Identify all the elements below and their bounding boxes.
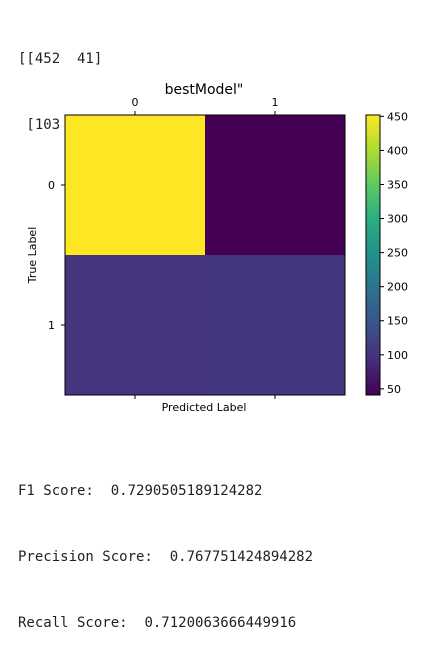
colorbar-tick-label: 450 [387, 110, 408, 123]
colorbar-tick-label: 50 [387, 383, 401, 396]
chart-title: bestModel" [165, 82, 244, 98]
colorbar-tick-label: 300 [387, 213, 408, 226]
x-axis-label: Predicted Label [162, 401, 247, 414]
y-axis: 01 [48, 179, 65, 332]
colorbar-tick-label: 100 [387, 349, 408, 362]
heatmap-cell [205, 255, 345, 395]
y-tick-label: 1 [48, 319, 55, 332]
y-axis-label: True Label [26, 227, 39, 285]
score-value: 0.7120063666449916 [144, 615, 297, 631]
scores-output: F1 Score: 0.7290505189124282 Precision S… [18, 436, 313, 656]
colorbar-tick-label: 200 [387, 281, 408, 294]
score-label: Recall Score: [18, 615, 137, 631]
score-line: Recall Score: 0.7120063666449916 [18, 612, 313, 634]
score-value: 0.767751424894282 [169, 549, 314, 565]
colorbar-tick-label: 150 [387, 315, 408, 328]
colorbar-tick-label: 350 [387, 178, 408, 191]
score-label: F1 Score: [18, 483, 103, 499]
heatmap-cell [65, 115, 205, 255]
colorbar-axis: 50 100 150 200 250 300 350 400 450 [380, 110, 408, 396]
plot-frame [64, 114, 346, 396]
score-label: Precision Score: [18, 549, 162, 565]
matrix-line: [[452 41] [18, 51, 103, 67]
y-tick-label: 0 [48, 179, 55, 192]
x-tick-label: 1 [272, 96, 279, 109]
score-line: Precision Score: 0.767751424894282 [18, 546, 313, 568]
colorbar-tick-label: 400 [387, 144, 408, 157]
heatmap-cells [65, 115, 345, 395]
score-line: F1 Score: 0.7290505189124282 [18, 480, 313, 502]
heatmap-cell [65, 255, 205, 395]
x-tick-label: 0 [132, 96, 139, 109]
colorbar-tick-label: 250 [387, 247, 408, 260]
score-value: 0.7290505189124282 [110, 483, 263, 499]
colorbar [365, 114, 381, 396]
heatmap-cell [205, 115, 345, 255]
